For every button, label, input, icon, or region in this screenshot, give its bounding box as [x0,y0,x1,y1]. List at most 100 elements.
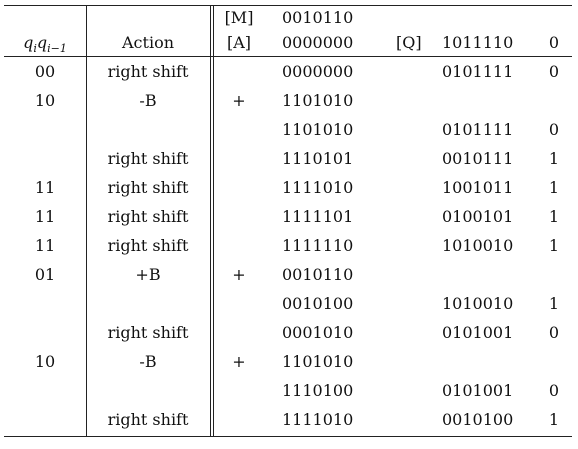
divider-action-left [210,5,211,436]
q-value [4,291,86,316]
header-row-m: [M] 0010110 [4,5,572,30]
sign-value: + [232,352,246,371]
q-register-value: 1010010 [442,236,514,255]
q-minus-1-value: 0 [548,323,560,342]
q-minus-1-value: 1 [548,236,560,255]
table-row: 01 +B +0010110 [4,262,572,287]
action-value: right shift [107,178,189,197]
a-register-initial: 0000000 [282,33,354,52]
sign-value [214,204,264,229]
divider-q-action [86,5,87,436]
q-register-initial: 1011110 [442,33,514,52]
sign-value [214,117,264,142]
a-register-value: 1111010 [282,410,354,429]
q-register-value: 0010111 [442,149,514,168]
m-register-label: [M] [224,8,254,27]
top-rule [4,5,572,6]
divider-action-right [213,5,214,436]
action-value: -B [139,352,157,371]
q-register-value: 0101001 [442,381,514,400]
a-register-value: 1110100 [282,381,354,400]
q-minus-1-value [542,349,566,374]
sign-value: + [232,91,246,110]
action-value: right shift [107,62,189,81]
action-value [86,378,210,403]
q-minus-1-value [542,262,566,287]
q-minus-1-value: 1 [548,149,560,168]
action-value: -B [139,91,157,110]
sign-value [214,146,264,171]
q-register-value: 0101001 [442,323,514,342]
booth-algorithm-table: [M] 0010110 qiqi−1 Action [A] 0000000 [Q… [4,5,572,437]
action-value [86,117,210,142]
q-value [4,117,86,142]
a-register-value: 1111110 [282,236,354,255]
q-value [4,378,86,403]
q-value [4,407,86,432]
a-register-value: 0001010 [282,323,354,342]
a-register-value: 1101010 [282,91,354,110]
a-register-value: 1101010 [282,352,354,371]
action-value [86,291,210,316]
a-register-value: 1111010 [282,178,354,197]
sign-value [214,233,264,258]
a-register-value: 1111101 [282,207,354,226]
table-row: right shift 1111010 0010100 1 [4,407,572,432]
table-row: 11 right shift 1111010 1001011 1 [4,175,572,200]
q-minus-1-value: 0 [548,62,560,81]
a-register-value: 1101010 [282,120,354,139]
table-row: right shift 1110101 0010111 1 [4,146,572,171]
a-register-value: 0000000 [282,62,354,81]
a-register-value: 0010110 [282,265,354,284]
q-minus-1-value: 1 [548,207,560,226]
q-minus-1-value [542,88,566,113]
sign-value [214,175,264,200]
q-minus-1-value: 1 [548,294,560,313]
sign-value [214,320,264,345]
q-register-label: [Q] [396,33,422,52]
table-row: right shift 0001010 0101001 0 [4,320,572,345]
q-register-value: 0101111 [442,120,514,139]
action-value: +B [135,265,161,284]
q-value: 11 [34,178,56,197]
action-value: right shift [107,236,189,255]
sign-value [214,378,264,403]
m-register-value: 0010110 [282,8,354,27]
q-minus-1-value: 0 [548,381,560,400]
q-value: 01 [34,265,56,284]
q-register-value: 1001011 [442,178,514,197]
q-register-value [442,349,532,374]
sign-value [214,59,264,84]
a-register-value: 0010100 [282,294,354,313]
q-minus-1-initial: 0 [548,33,560,52]
header-rule [4,56,572,57]
table-row: 1101010 0101111 0 [4,117,572,142]
q-register-value: 0101111 [442,62,514,81]
table-row: 10 -B +1101010 [4,349,572,374]
q-value: 10 [34,91,56,110]
a-register-value: 1110101 [282,149,354,168]
header-row-a: qiqi−1 Action [A] 0000000 [Q] 1011110 0 [4,30,572,55]
action-value: right shift [107,207,189,226]
q-minus-1-value: 0 [548,120,560,139]
q-register-value: 0010100 [442,410,514,429]
q-value [4,320,86,345]
bottom-rule [4,436,572,437]
table-row: 1110100 0101001 0 [4,378,572,403]
sign-value: + [232,265,246,284]
action-value: right shift [107,410,189,429]
q-value [4,146,86,171]
table-row: 0010100 1010010 1 [4,291,572,316]
q-value: 11 [34,207,56,226]
action-value: right shift [107,323,189,342]
table-row: 11 right shift 1111110 1010010 1 [4,233,572,258]
q-minus-1-value: 1 [548,410,560,429]
action-value: right shift [107,149,189,168]
q-value: 00 [34,62,56,81]
sign-value [214,291,264,316]
table-row: 00 right shift 0000000 0101111 0 [4,59,572,84]
q-register-value: 0100101 [442,207,514,226]
q-register-value [442,88,532,113]
table-row: 10 -B +1101010 [4,88,572,113]
q-column-header: qiqi−1 [23,33,67,56]
